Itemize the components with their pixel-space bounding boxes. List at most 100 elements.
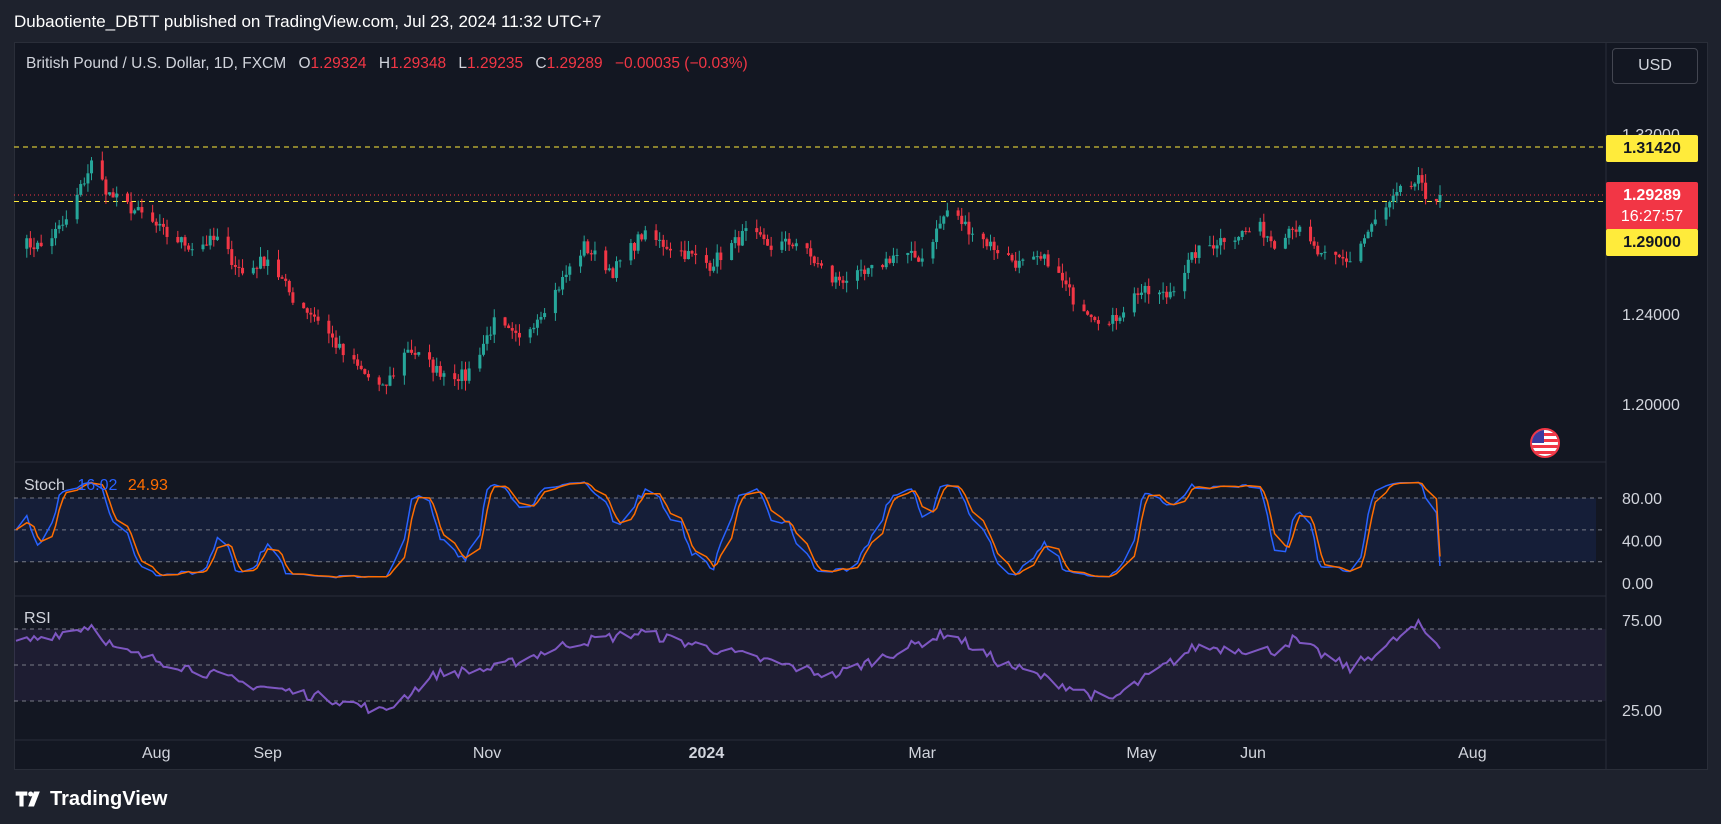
candle-body <box>64 219 68 225</box>
candle-body <box>661 239 665 247</box>
candle-body <box>205 244 209 246</box>
candle-body <box>586 241 590 254</box>
stoch-k-line <box>15 481 1441 579</box>
open-label: O <box>298 55 311 72</box>
close-label: C <box>535 55 547 72</box>
candle-body <box>410 349 414 353</box>
candle-body <box>104 179 108 195</box>
bar-countdown: 16:27:57 <box>1620 208 1684 225</box>
candle-body <box>1161 291 1165 293</box>
rsi-name[interactable]: RSI <box>24 610 51 627</box>
last-price-tag[interactable]: 1.29289 16:27:57 <box>1606 182 1698 230</box>
candle-body <box>1068 284 1072 288</box>
candle-body <box>478 354 482 369</box>
candle-body <box>845 280 849 283</box>
candle-body <box>967 221 971 235</box>
candle-body <box>201 244 205 250</box>
chart-frame[interactable] <box>14 42 1708 770</box>
candle-body <box>1086 311 1090 315</box>
resistance-level-tag[interactable]: 1.31420 <box>1606 135 1698 162</box>
candle-body <box>981 233 985 240</box>
stoch-tick-label: 0.00 <box>1622 576 1653 593</box>
candle-body <box>428 352 432 360</box>
rsi-tick-label: 75.00 <box>1622 613 1662 630</box>
candle-body <box>1089 314 1093 318</box>
candle-body <box>819 263 824 266</box>
stoch-name[interactable]: Stoch <box>24 477 65 494</box>
candle-body <box>582 241 586 256</box>
candle-body <box>859 269 863 271</box>
candle-body <box>1319 252 1323 255</box>
symbol-title[interactable]: British Pound / U.S. Dollar, 1D, FXCM <box>26 55 287 72</box>
us-flag-event-icon[interactable] <box>1530 428 1560 458</box>
candle-body <box>1344 258 1349 262</box>
candle-body <box>467 368 471 381</box>
candle-body <box>615 261 619 278</box>
candle-body <box>241 267 245 274</box>
candle-body <box>866 268 870 274</box>
support-level-tag[interactable]: 1.29000 <box>1606 229 1698 256</box>
candle-body <box>309 312 313 315</box>
candle-body <box>909 250 913 253</box>
candle-body <box>668 248 672 251</box>
low-value: 1.29235 <box>467 55 524 72</box>
candle-body <box>1337 254 1341 257</box>
candle-body <box>1064 280 1068 285</box>
candle-body <box>931 242 935 259</box>
candle-body <box>539 317 543 320</box>
candle-body <box>435 365 439 373</box>
candle-body <box>485 335 489 344</box>
time-tick-label: Aug <box>142 745 170 762</box>
time-tick-label: 2024 <box>689 745 725 762</box>
candle-body <box>151 212 155 222</box>
candle-body <box>61 224 65 226</box>
candle-body <box>935 228 939 243</box>
candle-body <box>561 276 565 290</box>
candle-body <box>1420 175 1424 183</box>
candle-body <box>654 230 658 240</box>
candle-body <box>1348 261 1352 263</box>
candle-body <box>86 173 90 184</box>
candle-body <box>730 243 734 261</box>
ohlc-legend: British Pound / U.S. Dollar, 1D, FXCM O 1… <box>26 55 748 73</box>
candle-body <box>733 237 737 244</box>
candle-body <box>992 241 996 250</box>
candle-body <box>658 239 662 241</box>
candle-body <box>100 160 104 180</box>
candle-body <box>1388 201 1392 208</box>
candle-body <box>816 263 820 265</box>
stoch-d-line <box>15 481 1441 578</box>
candle-body <box>683 250 687 260</box>
candle-body <box>208 235 212 246</box>
candle-body <box>611 268 615 278</box>
candle-body <box>629 243 633 261</box>
candle-body <box>489 334 493 336</box>
candle-body <box>1197 245 1201 258</box>
rsi-tick-label: 25.00 <box>1622 703 1662 720</box>
candle-body <box>945 210 949 217</box>
time-tick-label: Jun <box>1240 745 1266 762</box>
candle-body <box>1057 266 1061 273</box>
candle-body <box>1291 228 1295 230</box>
candle-body <box>1424 182 1428 199</box>
candle-body <box>233 264 237 267</box>
candle-body <box>1147 285 1151 295</box>
candle-body <box>1384 207 1388 220</box>
tradingview-logo-icon <box>15 791 40 807</box>
candle-body <box>1366 231 1370 239</box>
candle-body <box>884 258 888 268</box>
candle-body <box>284 278 288 281</box>
candle-body <box>960 215 964 225</box>
candle-body <box>906 252 910 256</box>
candle-body <box>938 223 942 229</box>
candle-body <box>1312 241 1316 246</box>
candle-body <box>28 238 32 248</box>
candle-body <box>1140 292 1144 295</box>
candle-body <box>1096 320 1100 324</box>
candle-body <box>1193 252 1197 258</box>
currency-button[interactable]: USD <box>1612 48 1698 84</box>
candle-body <box>888 258 892 263</box>
candle-body <box>352 355 356 360</box>
candle-body <box>712 266 716 271</box>
